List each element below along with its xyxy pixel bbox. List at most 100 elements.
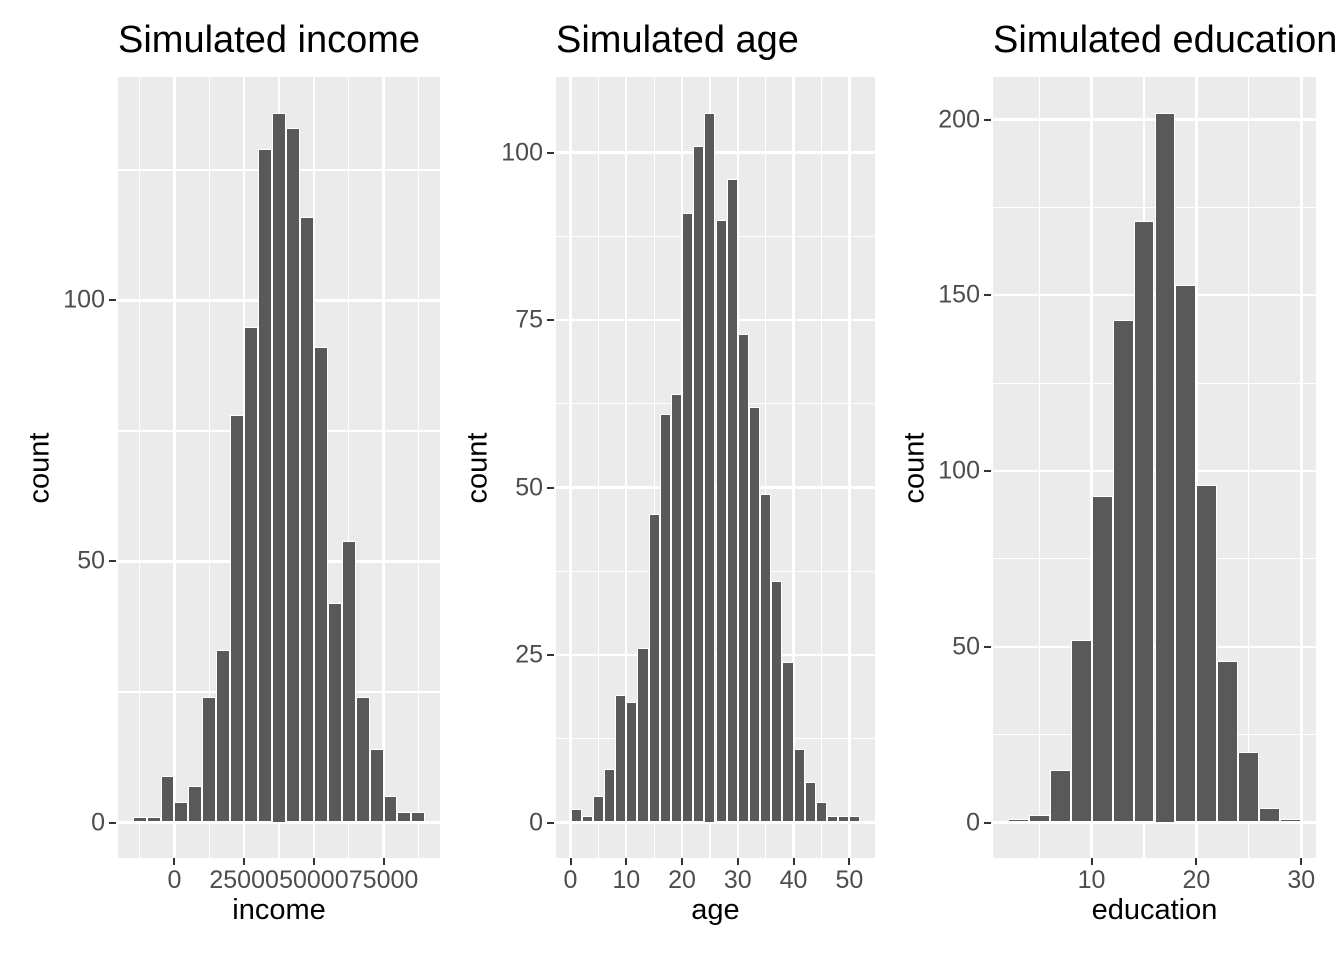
y-tick-mark	[547, 654, 554, 657]
x-axis-title-income: income	[232, 894, 326, 926]
grid-major-v	[680, 77, 684, 858]
x-tick-mark	[625, 858, 628, 865]
histogram-bar	[793, 748, 805, 823]
grid-major-v	[736, 77, 739, 858]
x-tick-label: 10	[1077, 866, 1106, 894]
y-axis-title-income: count	[23, 432, 56, 503]
histogram-bar	[258, 149, 273, 823]
y-tick-label: 75	[515, 305, 543, 334]
plot-area-age	[556, 77, 875, 858]
plot-area-income	[118, 77, 440, 858]
histogram-bar	[160, 775, 175, 823]
histogram-bar	[715, 219, 727, 823]
y-tick-mark	[984, 294, 991, 297]
y-tick-mark	[547, 486, 554, 489]
y-tick-label: 150	[938, 280, 980, 309]
histogram-bar	[603, 768, 616, 823]
grid-major-v	[848, 77, 851, 858]
x-tick-mark	[1090, 858, 1093, 865]
y-tick-label: 0	[966, 808, 980, 836]
grid-minor-v	[348, 77, 350, 858]
x-tick-label: 50	[835, 866, 864, 894]
histogram-bar	[827, 815, 839, 823]
y-tick-mark	[984, 821, 991, 824]
y-tick-label: 50	[952, 632, 980, 661]
histogram-bar	[341, 540, 356, 823]
x-tick-label: 50000	[279, 866, 349, 894]
histogram-bar	[411, 812, 426, 823]
histogram-bar	[369, 749, 384, 823]
histogram-bar	[272, 112, 286, 823]
grid-major-h	[556, 151, 875, 154]
y-tick-mark	[547, 821, 554, 824]
grid-minor-v	[1248, 77, 1250, 858]
grid-major-v	[1300, 77, 1303, 858]
histogram-bar	[383, 796, 398, 823]
x-tick-mark	[243, 858, 246, 865]
grid-minor-v	[653, 77, 655, 858]
histogram-bar	[132, 817, 147, 823]
grid-minor-v	[597, 77, 599, 858]
x-tick-label: 40	[779, 866, 808, 894]
x-tick-label: 75000	[348, 866, 419, 894]
grid-minor-v	[417, 77, 419, 858]
histogram-bar	[581, 815, 593, 823]
x-tick-mark	[848, 858, 851, 865]
histogram-bar	[782, 661, 794, 823]
histogram-bar	[849, 815, 861, 823]
histogram-bar	[804, 782, 816, 823]
y-tick-label: 100	[938, 456, 980, 485]
histogram-bar	[815, 802, 828, 823]
grid-minor-v	[765, 77, 767, 858]
histogram-bar	[313, 347, 328, 823]
histogram-bar	[327, 603, 342, 823]
histogram-bar	[146, 817, 161, 823]
grid-major-v	[1090, 77, 1093, 858]
y-tick-mark	[547, 151, 554, 154]
y-tick-mark	[984, 645, 991, 648]
y-tick-label: 50	[515, 473, 543, 502]
histogram-bar	[1259, 808, 1281, 823]
x-tick-mark	[792, 858, 795, 865]
x-tick-label: 25000	[209, 866, 279, 894]
histogram-bar	[174, 801, 189, 823]
x-tick-mark	[1300, 858, 1303, 865]
x-tick-label: 30	[1287, 866, 1316, 894]
histogram-bar	[1154, 112, 1176, 823]
histogram-bar	[626, 701, 638, 823]
plot-title-age: Simulated age	[556, 19, 799, 61]
histogram-bar	[1112, 319, 1134, 823]
plot-title-income: Simulated income	[118, 19, 421, 61]
grid-minor-v	[820, 77, 823, 858]
y-tick-mark	[984, 470, 991, 472]
histogram-bar	[188, 785, 203, 823]
histogram-bar	[670, 393, 683, 823]
x-tick-label: 10	[612, 866, 641, 894]
histogram-bar	[1007, 818, 1029, 823]
grid-major-v	[625, 77, 628, 858]
histogram-bar	[1196, 485, 1218, 823]
grid-minor-v	[139, 77, 141, 858]
y-tick-mark	[984, 118, 991, 121]
y-tick-label: 50	[77, 546, 105, 575]
histogram-bar	[230, 415, 245, 823]
histogram-bar	[838, 815, 850, 823]
histogram-bar	[1091, 495, 1113, 823]
y-tick-label: 25	[515, 640, 543, 669]
histogram-bar	[1217, 660, 1239, 823]
x-tick-mark	[569, 858, 572, 865]
histogram-bar	[285, 128, 300, 823]
histogram-bar	[397, 812, 412, 823]
x-axis-title-age: age	[691, 894, 740, 926]
plot-title-education: Simulated education	[993, 19, 1338, 61]
histogram-bar	[355, 697, 370, 823]
grid-major-v	[792, 77, 795, 858]
grid-major-v	[173, 77, 176, 858]
histogram-bar	[1238, 752, 1260, 823]
histogram-bar	[592, 795, 604, 823]
histogram-bar	[1049, 769, 1071, 823]
x-tick-mark	[382, 858, 385, 865]
histogram-bar	[202, 697, 217, 823]
x-tick-label: 20	[1182, 866, 1211, 894]
histogram-bar	[760, 494, 772, 823]
